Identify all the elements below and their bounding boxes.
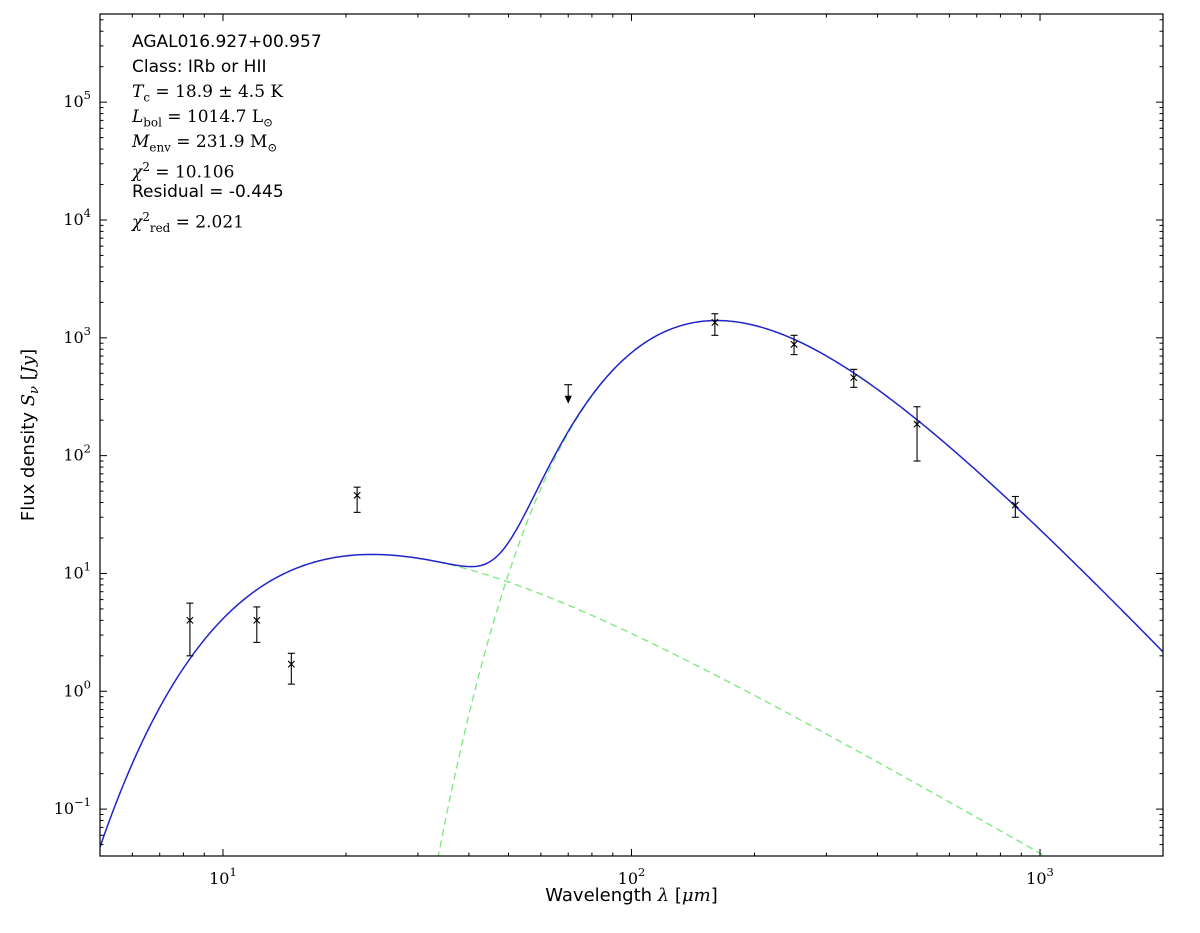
- x-marker: [186, 616, 194, 624]
- axis-label-part: ]: [711, 885, 718, 906]
- x-marker: [850, 373, 858, 382]
- axis-label-part: λ: [657, 885, 669, 906]
- tick-label-exponent: 2: [638, 865, 645, 879]
- axis-label-part: Flux density: [18, 406, 39, 521]
- data-point: [790, 334, 798, 356]
- data-point: [1011, 495, 1019, 518]
- x-axis-label: Wavelength λ [μm]: [545, 885, 717, 906]
- x-marker: [711, 318, 719, 327]
- x-tick-label: 101: [209, 865, 237, 888]
- tick-label-exponent: 3: [84, 324, 91, 338]
- axis-label-part: [: [18, 373, 39, 386]
- axis-label-part: Wavelength: [545, 885, 658, 906]
- x-marker: [353, 491, 361, 499]
- data-point: [564, 384, 573, 404]
- data-point: [711, 313, 719, 336]
- tick-label-base: 10: [63, 563, 83, 582]
- tick-label-exponent: 5: [84, 88, 91, 102]
- axis-label-part: ]: [18, 349, 39, 356]
- plot-frame: [99, 13, 1164, 857]
- y-tick-label: 100: [63, 677, 91, 700]
- cold-component-curve: [437, 319, 1163, 856]
- y-tick-label: 102: [63, 442, 91, 465]
- data-point: [850, 368, 858, 388]
- total-model-curve: [100, 319, 1163, 848]
- tick-label-base: 10: [63, 328, 83, 347]
- y-axis-label: Flux density Sν [Jy]: [18, 349, 42, 521]
- tick-label-exponent: 4: [84, 206, 91, 220]
- x-marker: [1011, 501, 1019, 509]
- tick-label-exponent: 3: [1047, 865, 1054, 879]
- data-point: [253, 606, 261, 643]
- data-point: [287, 652, 295, 685]
- data-point: [186, 602, 194, 657]
- axis-label-part: ν: [27, 386, 42, 394]
- tick-label-exponent: 1: [84, 559, 91, 573]
- tick-label-exponent: 1: [229, 865, 236, 879]
- x-tick-label: 103: [1026, 865, 1054, 888]
- model-curves: [100, 319, 1163, 856]
- upper-limit-arrowhead-icon: [564, 395, 572, 404]
- y-tick-label: 101: [63, 559, 91, 582]
- tick-label-base: 10: [54, 799, 74, 818]
- axis-ticks: [100, 14, 1163, 856]
- axis-label-part: S: [18, 394, 39, 406]
- y-tick-label: 103: [63, 324, 91, 347]
- y-tick-label: 10−1: [54, 795, 91, 818]
- tick-label-base: 10: [618, 869, 638, 888]
- tick-label-exponent: 0: [84, 677, 91, 691]
- x-marker: [790, 340, 798, 348]
- y-tick-label: 105: [63, 88, 91, 111]
- axis-label-part: Jy: [18, 355, 39, 377]
- x-marker: [913, 420, 921, 428]
- tick-label-base: 10: [63, 92, 83, 111]
- data-points: [186, 313, 1019, 685]
- tick-label-base: 10: [1026, 869, 1046, 888]
- x-tick-label: 102: [618, 865, 646, 888]
- tick-label-base: 10: [63, 446, 83, 465]
- tick-label-base: 10: [209, 869, 229, 888]
- x-marker: [253, 616, 261, 624]
- data-point: [913, 406, 921, 462]
- axis-label-part: μm: [682, 885, 711, 906]
- data-point: [353, 486, 361, 513]
- tick-label-exponent: 2: [84, 442, 91, 456]
- tick-label-base: 10: [63, 210, 83, 229]
- warm-component-curve: [100, 553, 1047, 856]
- tick-label-exponent: −1: [74, 795, 91, 809]
- x-marker: [287, 660, 295, 668]
- tick-label-base: 10: [63, 681, 83, 700]
- axis-label-part: [: [669, 885, 682, 906]
- y-tick-label: 104: [63, 206, 91, 229]
